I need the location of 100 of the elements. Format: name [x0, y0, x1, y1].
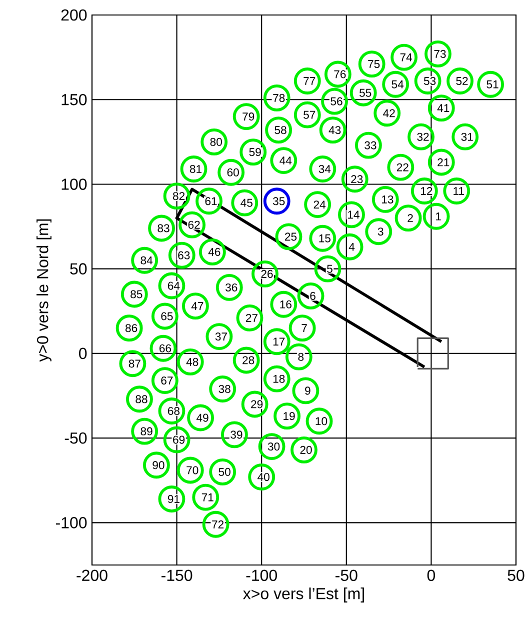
annotation: 84 — [140, 256, 153, 264]
annotation: 36 — [226, 283, 238, 292]
annotation: 35 — [272, 197, 285, 206]
y-tick-label: -100 — [56, 517, 87, 528]
annotation: 88 — [136, 395, 148, 404]
annotation: 42 — [383, 109, 395, 118]
annotation: 44 — [280, 156, 292, 164]
annotation: 1 — [436, 212, 441, 220]
annotation: 45 — [240, 198, 252, 207]
annotation: 66 — [160, 344, 172, 352]
annotation: 41 — [437, 104, 450, 112]
x-tick-label: 0 — [427, 570, 436, 582]
annotation: 23 — [351, 175, 363, 184]
annotation: 18 — [273, 374, 285, 383]
annotation: 79 — [242, 112, 254, 121]
annotation: 54 — [392, 80, 404, 88]
annotation: 33 — [364, 141, 376, 150]
annotation: 74 — [400, 53, 412, 62]
annotation: 34 — [318, 164, 331, 174]
annotation: 62 — [188, 220, 200, 229]
annotation: 24 — [314, 200, 326, 208]
annotation: 49 — [196, 414, 208, 422]
annotation: 65 — [161, 312, 173, 320]
annotation: 9 — [305, 386, 310, 395]
annotation: 4 — [348, 242, 355, 251]
x-tick-label: -200 — [76, 570, 108, 582]
annotation: 64 — [168, 282, 180, 290]
annotation: 86 — [126, 324, 138, 332]
annotation: 51 — [486, 80, 498, 88]
annotation: 85 — [130, 290, 142, 298]
annotation: 39 — [230, 430, 242, 439]
annotation: 89 — [140, 427, 152, 436]
annotation: 8 — [298, 352, 304, 361]
annotation: 53 — [424, 76, 436, 86]
x-tick-label: 50 — [508, 570, 524, 582]
annotation: 46 — [208, 248, 220, 256]
annotation: 16 — [280, 300, 292, 308]
annotation: 60 — [227, 168, 239, 176]
annotation: 27 — [246, 314, 258, 322]
annotation: 12 — [420, 187, 432, 195]
annotation: 68 — [168, 406, 180, 416]
annotation: 47 — [191, 302, 204, 310]
annotation: 21 — [438, 158, 450, 166]
annotation: 28 — [242, 356, 254, 364]
annotation: 56 — [330, 97, 342, 106]
annotation: 80 — [210, 138, 222, 146]
annotation: 14 — [348, 210, 360, 219]
annotation: 77 — [304, 77, 316, 85]
annotation: 37 — [215, 332, 227, 341]
annotation: 82 — [172, 192, 185, 200]
annotation: 15 — [319, 234, 330, 242]
annotation: 32 — [417, 132, 429, 141]
annotation: 58 — [274, 126, 286, 134]
annotation: 87 — [128, 360, 140, 368]
annotation: 70 — [186, 466, 198, 474]
y-tick-label: 50 — [70, 263, 87, 274]
annotation: 19 — [284, 412, 295, 420]
annotation: 72 — [212, 520, 224, 528]
annotation: 11 — [454, 187, 464, 195]
y-tick-label: 0 — [79, 348, 87, 360]
annotation: 10 — [316, 417, 328, 426]
annotation: 5 — [327, 264, 332, 273]
y-axis-title: y>0 vers le Nord [m] — [36, 219, 52, 362]
annotation: 17 — [273, 338, 285, 346]
annotation: 3 — [378, 228, 384, 236]
annotation: 43 — [328, 126, 341, 134]
annotation: 30 — [268, 442, 280, 451]
annotation: 7 — [302, 324, 307, 332]
annotation: 81 — [190, 164, 202, 174]
annotation: 29 — [251, 400, 263, 408]
annotation: 76 — [334, 70, 346, 78]
x-tick-label: -50 — [336, 570, 358, 582]
annotation: 38 — [218, 384, 230, 394]
annotation: 2 — [408, 214, 413, 222]
x-tick-label: -100 — [246, 570, 277, 582]
annotation: 26 — [261, 270, 273, 278]
annotation: 61 — [205, 197, 217, 206]
annotation: 59 — [249, 148, 261, 156]
annotation: 75 — [368, 60, 380, 68]
y-tick-label: 200 — [61, 9, 87, 21]
annotation: 22 — [396, 163, 408, 172]
annotation: 13 — [382, 195, 394, 204]
annotation: 31 — [461, 132, 473, 141]
y-tick-label: 100 — [62, 178, 87, 190]
x-tick-label: -150 — [161, 570, 192, 582]
annotation: 73 — [434, 50, 446, 58]
annotation: 69 — [173, 436, 185, 444]
annotation: 78 — [273, 94, 285, 102]
annotation: 67 — [161, 376, 173, 385]
annotation: 83 — [158, 224, 170, 232]
annotation: 63 — [178, 251, 190, 260]
annotation: 20 — [300, 446, 312, 454]
annotation: 91 — [168, 494, 180, 504]
y-tick-label: -50 — [64, 432, 87, 444]
annotation: 40 — [258, 472, 270, 481]
x-axis-title: x>o vers l’Est [m] — [243, 588, 364, 602]
annotation: 6 — [310, 292, 316, 300]
annotation: 71 — [202, 493, 214, 502]
y-tick-label: 150 — [62, 94, 87, 106]
annotation: 48 — [186, 358, 198, 366]
